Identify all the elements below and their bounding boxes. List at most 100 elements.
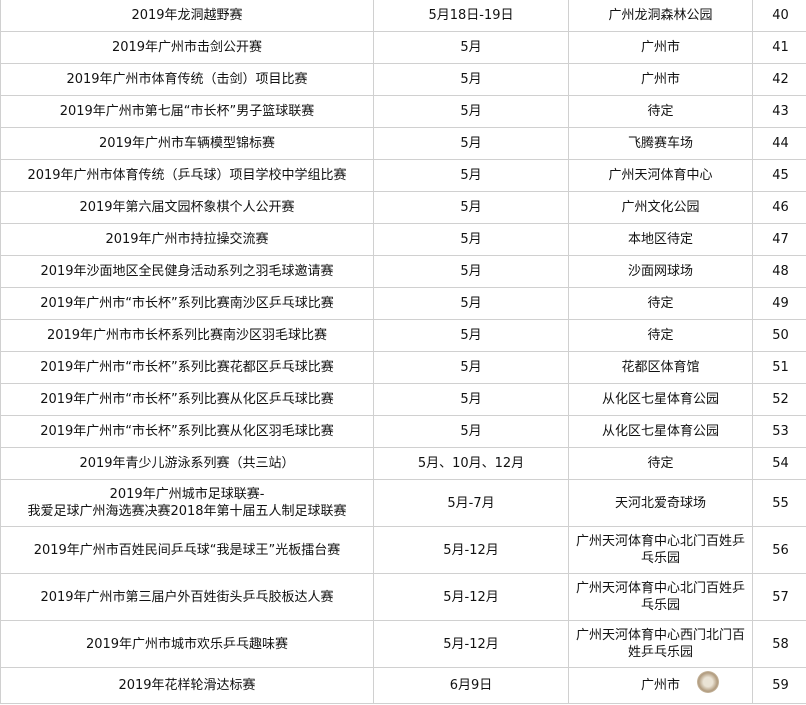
event-venue-cell: 沙面网球场: [568, 255, 753, 288]
watermark-logo-icon: [697, 671, 719, 693]
event-name-cell: 2019年广州市城市欢乐乒乓趣味赛: [0, 620, 374, 668]
event-number-cell: 53: [752, 415, 806, 448]
event-number-cell: 46: [752, 191, 806, 224]
table-row: 2019年广州市击剑公开赛 5月 广州市 41: [0, 31, 806, 64]
table-row: 2019年广州市“市长杯”系列比赛花都区乒乓球比赛 5月 花都区体育馆 51: [0, 351, 806, 384]
event-venue-cell: 广州天河体育中心北门百姓乒乓乐园: [568, 573, 753, 621]
event-name-cell: 2019年广州市“市长杯”系列比赛南沙区乒乓球比赛: [0, 287, 374, 320]
event-time-cell: 5月-12月: [373, 526, 569, 574]
event-number-cell: 57: [752, 573, 806, 621]
event-name-cell: 2019年广州市体育传统（乒乓球）项目学校中学组比赛: [0, 159, 374, 192]
table-row: 2019年广州市体育传统（击剑）项目比赛 5月 广州市 42: [0, 63, 806, 96]
event-name-cell: 2019年龙洞越野赛: [0, 0, 374, 32]
event-name-cell: 2019年广州市“市长杯”系列比赛从化区羽毛球比赛: [0, 415, 374, 448]
table-row: 2019年沙面地区全民健身活动系列之羽毛球邀请赛 5月 沙面网球场 48: [0, 255, 806, 288]
event-time-cell: 5月: [373, 287, 569, 320]
event-number-cell: 47: [752, 223, 806, 256]
table-row: 2019年广州城市足球联赛- 我爱足球广州海选赛决赛2018年第十届五人制足球联…: [0, 479, 806, 527]
table-row: 2019年广州市城市欢乐乒乓趣味赛 5月-12月 广州天河体育中心西门北门百姓乒乓乐…: [0, 620, 806, 668]
event-venue-cell: 待定: [568, 447, 753, 480]
event-time-cell: 5月: [373, 223, 569, 256]
event-number-cell: 58: [752, 620, 806, 668]
event-number-cell: 51: [752, 351, 806, 384]
event-name-cell: 2019年广州市体育传统（击剑）项目比赛: [0, 63, 374, 96]
event-time-cell: 6月9日: [373, 667, 569, 704]
event-time-cell: 5月: [373, 415, 569, 448]
event-number-cell: 43: [752, 95, 806, 128]
event-name-cell: 2019年青少儿游泳系列赛（共三站）: [0, 447, 374, 480]
event-time-cell: 5月: [373, 191, 569, 224]
table-row: 2019年广州市第七届“市长杯”男子篮球联赛 5月 待定 43: [0, 95, 806, 128]
event-venue-cell: 待定: [568, 319, 753, 352]
event-venue-cell: 本地区待定: [568, 223, 753, 256]
event-name-cell: 2019年花样轮滑达标赛: [0, 667, 374, 704]
event-venue-cell: 待定: [568, 287, 753, 320]
event-time-cell: 5月: [373, 95, 569, 128]
event-venue-cell: 广州文化公园: [568, 191, 753, 224]
event-venue-cell: 飞腾赛车场: [568, 127, 753, 160]
event-number-cell: 52: [752, 383, 806, 416]
event-venue-cell: 广州天河体育中心北门百姓乒乓乐园: [568, 526, 753, 574]
event-name-cell: 2019年广州市百姓民间乒乓球“我是球王”光板擂台赛: [0, 526, 374, 574]
event-time-cell: 5月-12月: [373, 573, 569, 621]
table-row: 2019年广州市车辆模型锦标赛 5月 飞腾赛车场 44: [0, 127, 806, 160]
table-row: 2019年广州市“市长杯”系列比赛从化区羽毛球比赛 5月 从化区七星体育公园 53: [0, 415, 806, 448]
event-time-cell: 5月: [373, 319, 569, 352]
event-time-cell: 5月: [373, 127, 569, 160]
event-venue-cell: 广州市: [568, 63, 753, 96]
event-time-cell: 5月: [373, 351, 569, 384]
table-row: 2019年广州市持拉操交流赛 5月 本地区待定 47: [0, 223, 806, 256]
event-venue-cell: 广州天河体育中心西门北门百姓乒乓乐园: [568, 620, 753, 668]
event-name-cell: 2019年广州城市足球联赛- 我爱足球广州海选赛决赛2018年第十届五人制足球联…: [0, 479, 374, 527]
table-row: 2019年广州市“市长杯”系列比赛南沙区乒乓球比赛 5月 待定 49: [0, 287, 806, 320]
event-time-cell: 5月18日-19日: [373, 0, 569, 32]
event-time-cell: 5月-12月: [373, 620, 569, 668]
event-number-cell: 55: [752, 479, 806, 527]
table-row: 2019年广州市百姓民间乒乓球“我是球王”光板擂台赛 5月-12月 广州天河体育中心…: [0, 526, 806, 574]
event-venue-cell: 广州市: [568, 667, 753, 704]
table-row: 2019年广州市“市长杯”系列比赛从化区乒乓球比赛 5月 从化区七星体育公园 52: [0, 383, 806, 416]
event-time-cell: 5月-7月: [373, 479, 569, 527]
event-name-cell: 2019年第六届文园杯象棋个人公开赛: [0, 191, 374, 224]
event-time-cell: 5月: [373, 159, 569, 192]
event-name-cell: 2019年广州市击剑公开赛: [0, 31, 374, 64]
event-time-cell: 5月: [373, 63, 569, 96]
event-number-cell: 54: [752, 447, 806, 480]
event-number-cell: 56: [752, 526, 806, 574]
event-time-cell: 5月: [373, 31, 569, 64]
event-venue-cell: 广州市: [568, 31, 753, 64]
event-number-cell: 41: [752, 31, 806, 64]
event-number-cell: 44: [752, 127, 806, 160]
event-number-cell: 59: [752, 667, 806, 704]
table-row: 2019年第六届文园杯象棋个人公开赛 5月 广州文化公园 46: [0, 191, 806, 224]
table-row: 2019年花样轮滑达标赛 6月9日 广州市 59: [0, 667, 806, 704]
event-time-cell: 5月: [373, 255, 569, 288]
event-venue-cell: 从化区七星体育公园: [568, 383, 753, 416]
event-name-cell: 2019年沙面地区全民健身活动系列之羽毛球邀请赛: [0, 255, 374, 288]
table-row: 2019年青少儿游泳系列赛（共三站） 5月、10月、12月 待定 54: [0, 447, 806, 480]
event-venue-cell: 广州天河体育中心: [568, 159, 753, 192]
event-number-cell: 50: [752, 319, 806, 352]
event-name-cell: 2019年广州市车辆模型锦标赛: [0, 127, 374, 160]
event-number-cell: 42: [752, 63, 806, 96]
event-name-cell: 2019年广州市市长杯系列比赛南沙区羽毛球比赛: [0, 319, 374, 352]
event-name-cell: 2019年广州市第七届“市长杯”男子篮球联赛: [0, 95, 374, 128]
event-number-cell: 48: [752, 255, 806, 288]
event-number-cell: 45: [752, 159, 806, 192]
event-number-cell: 40: [752, 0, 806, 32]
event-name-cell: 2019年广州市第三届户外百姓街头乒乓胶板达人赛: [0, 573, 374, 621]
table-row: 2019年广州市市长杯系列比赛南沙区羽毛球比赛 5月 待定 50: [0, 319, 806, 352]
event-name-cell: 2019年广州市持拉操交流赛: [0, 223, 374, 256]
event-venue-cell: 从化区七星体育公园: [568, 415, 753, 448]
event-venue-cell: 天河北爱奇球场: [568, 479, 753, 527]
table-row: 2019年龙洞越野赛 5月18日-19日 广州龙洞森林公园 40: [0, 0, 806, 32]
event-time-cell: 5月、10月、12月: [373, 447, 569, 480]
event-time-cell: 5月: [373, 383, 569, 416]
event-venue-cell: 待定: [568, 95, 753, 128]
event-name-cell: 2019年广州市“市长杯”系列比赛花都区乒乓球比赛: [0, 351, 374, 384]
event-number-cell: 49: [752, 287, 806, 320]
event-venue-cell: 花都区体育馆: [568, 351, 753, 384]
table-row: 2019年广州市第三届户外百姓街头乒乓胶板达人赛 5月-12月 广州天河体育中心北门…: [0, 573, 806, 621]
event-name-cell: 2019年广州市“市长杯”系列比赛从化区乒乓球比赛: [0, 383, 374, 416]
